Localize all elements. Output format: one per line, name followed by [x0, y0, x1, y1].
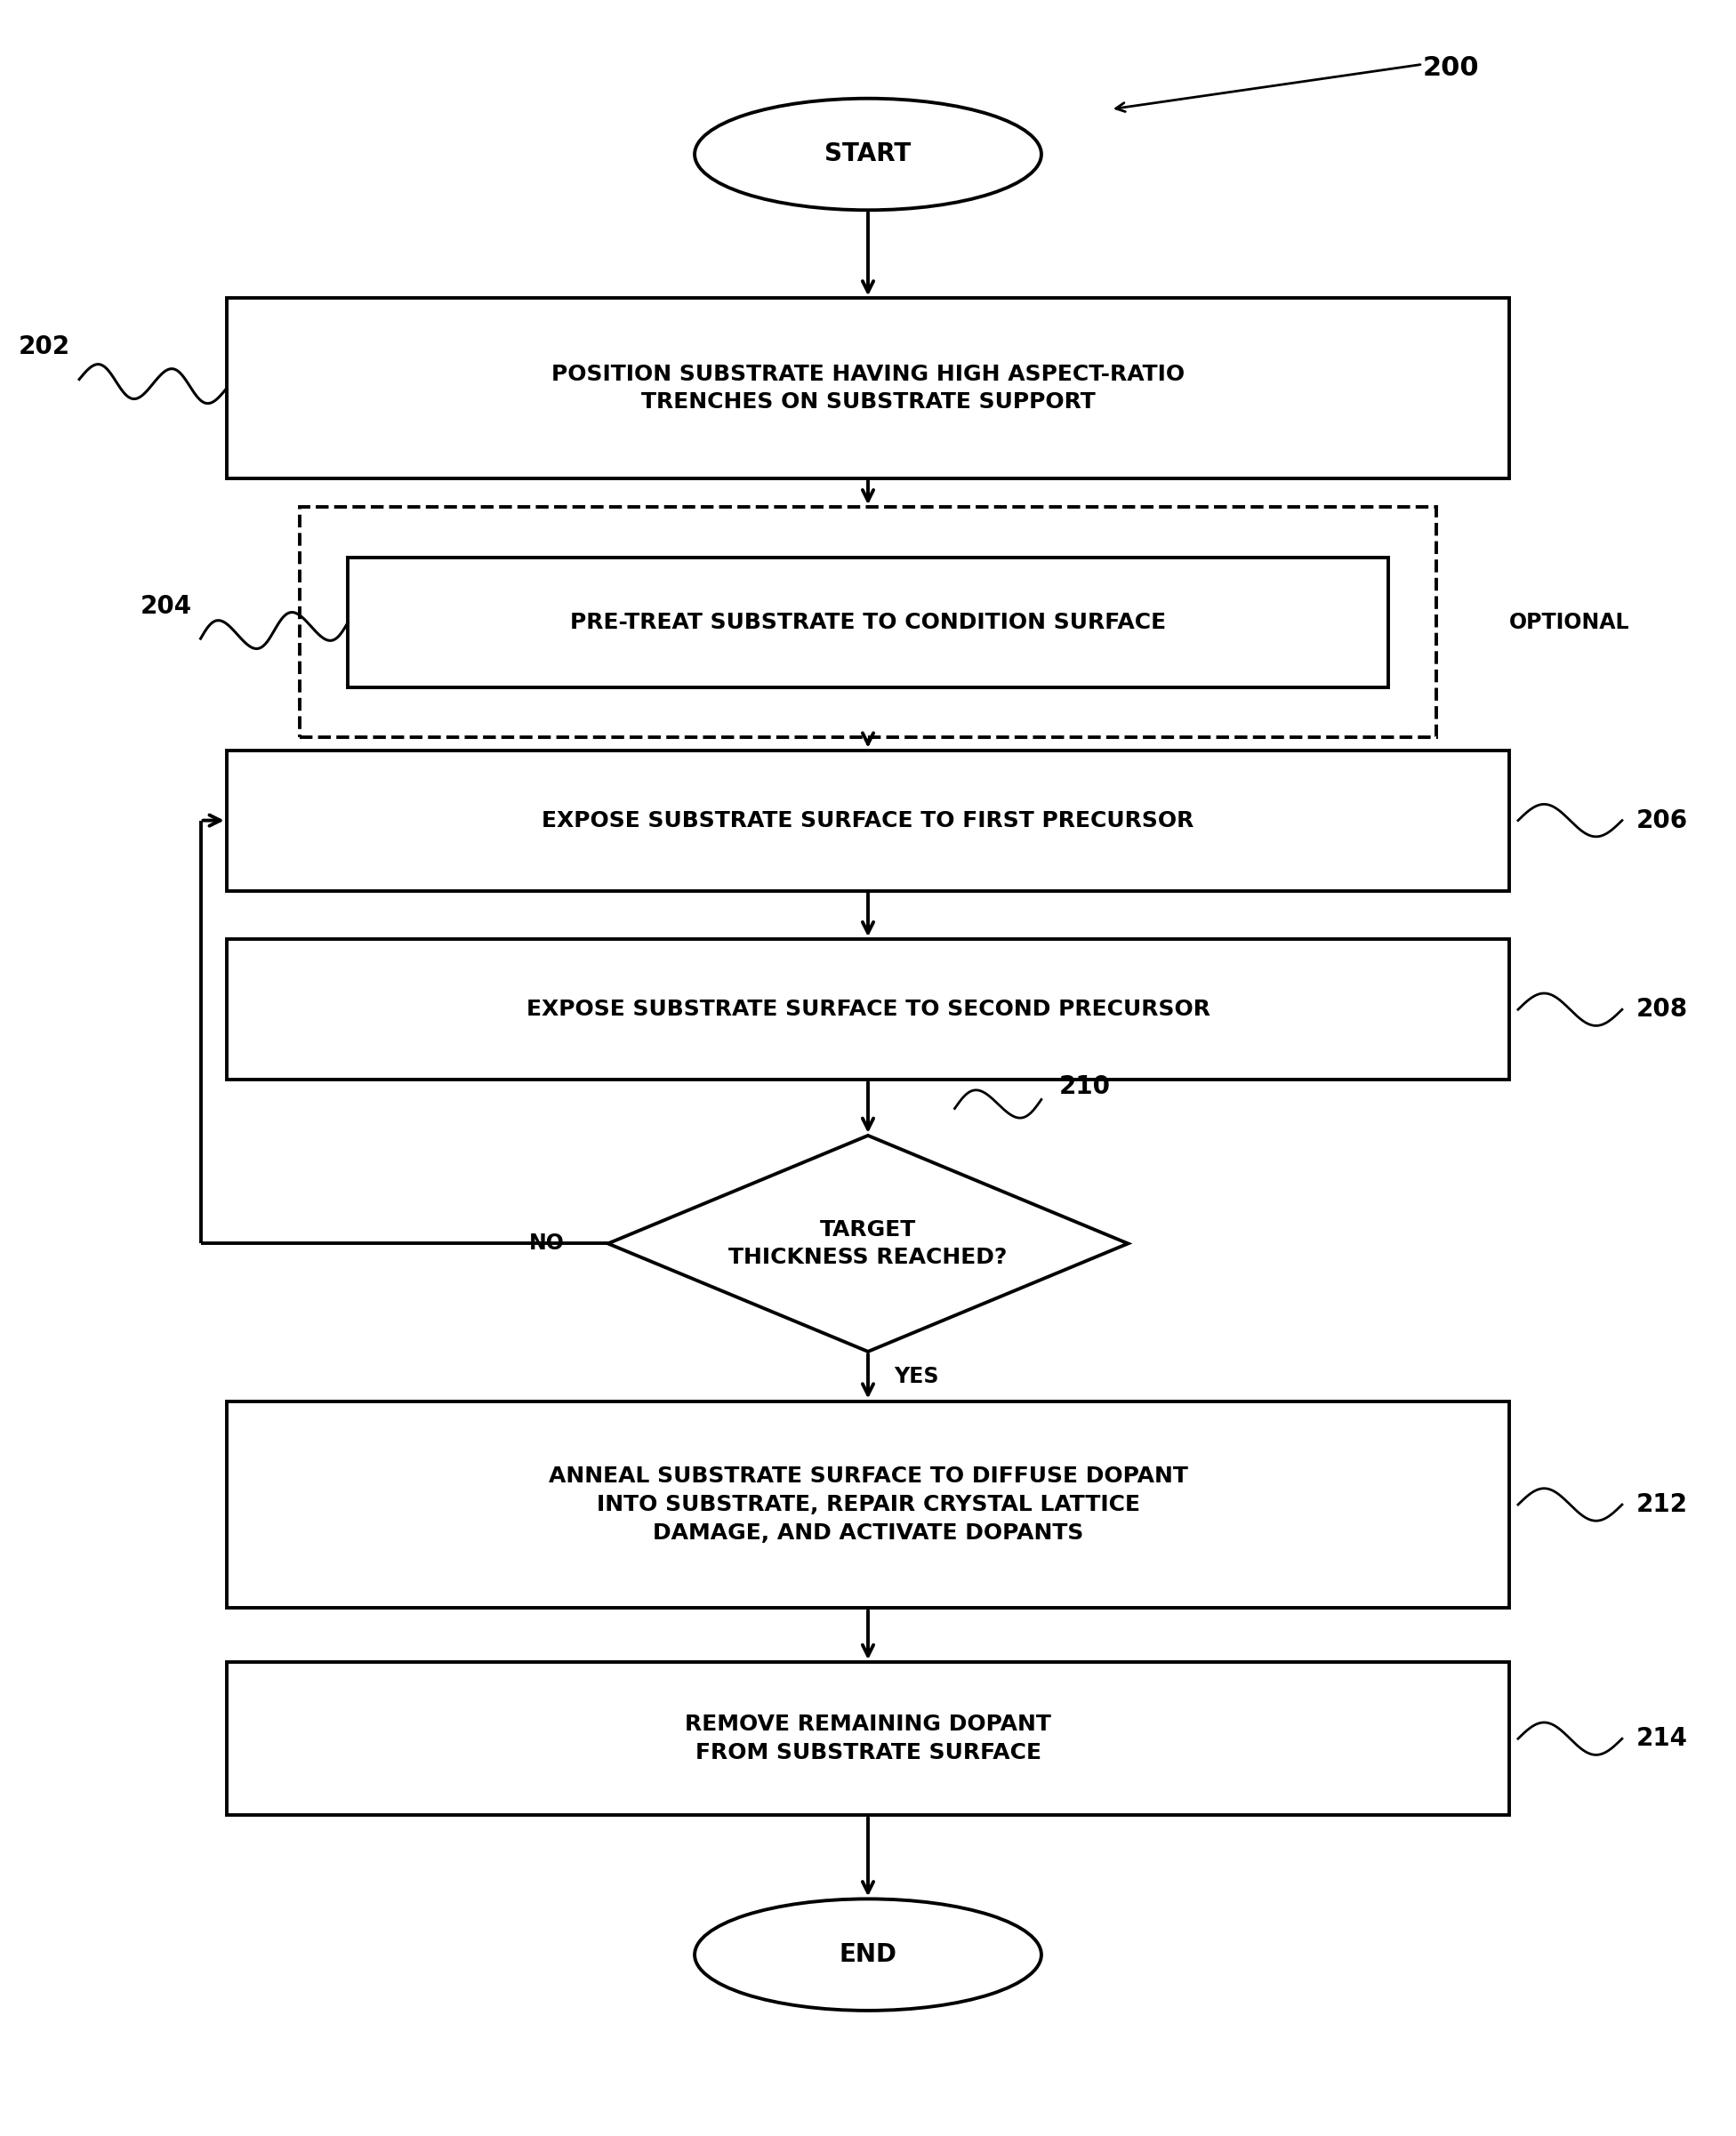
Text: 202: 202 — [19, 335, 69, 359]
Text: 200: 200 — [1424, 56, 1479, 81]
FancyBboxPatch shape — [347, 557, 1389, 688]
Ellipse shape — [694, 98, 1042, 209]
Text: YES: YES — [894, 1367, 939, 1386]
Text: 214: 214 — [1635, 1726, 1687, 1752]
Text: EXPOSE SUBSTRATE SURFACE TO FIRST PRECURSOR: EXPOSE SUBSTRATE SURFACE TO FIRST PRECUR… — [542, 810, 1194, 831]
Text: EXPOSE SUBSTRATE SURFACE TO SECOND PRECURSOR: EXPOSE SUBSTRATE SURFACE TO SECOND PRECU… — [526, 1000, 1210, 1021]
Text: ANNEAL SUBSTRATE SURFACE TO DIFFUSE DOPANT
INTO SUBSTRATE, REPAIR CRYSTAL LATTIC: ANNEAL SUBSTRATE SURFACE TO DIFFUSE DOPA… — [549, 1465, 1187, 1544]
FancyBboxPatch shape — [227, 1662, 1509, 1816]
Text: START: START — [825, 141, 911, 167]
Ellipse shape — [694, 1899, 1042, 2010]
Text: PRE-TREAT SUBSTRATE TO CONDITION SURFACE: PRE-TREAT SUBSTRATE TO CONDITION SURFACE — [569, 611, 1167, 632]
FancyBboxPatch shape — [227, 299, 1509, 478]
Text: END: END — [838, 1942, 898, 1967]
Polygon shape — [608, 1136, 1128, 1352]
Text: 206: 206 — [1635, 807, 1687, 833]
Text: NO: NO — [529, 1232, 564, 1254]
Text: 212: 212 — [1635, 1493, 1687, 1517]
Text: 204: 204 — [141, 594, 191, 619]
Text: 210: 210 — [1059, 1074, 1111, 1100]
FancyBboxPatch shape — [227, 750, 1509, 891]
Text: OPTIONAL: OPTIONAL — [1509, 611, 1630, 632]
Text: POSITION SUBSTRATE HAVING HIGH ASPECT-RATIO
TRENCHES ON SUBSTRATE SUPPORT: POSITION SUBSTRATE HAVING HIGH ASPECT-RA… — [552, 363, 1184, 412]
Text: TARGET
THICKNESS REACHED?: TARGET THICKNESS REACHED? — [729, 1220, 1007, 1269]
FancyBboxPatch shape — [227, 1401, 1509, 1608]
Text: REMOVE REMAINING DOPANT
FROM SUBSTRATE SURFACE: REMOVE REMAINING DOPANT FROM SUBSTRATE S… — [684, 1713, 1052, 1764]
FancyBboxPatch shape — [227, 940, 1509, 1079]
Text: 208: 208 — [1635, 998, 1687, 1021]
